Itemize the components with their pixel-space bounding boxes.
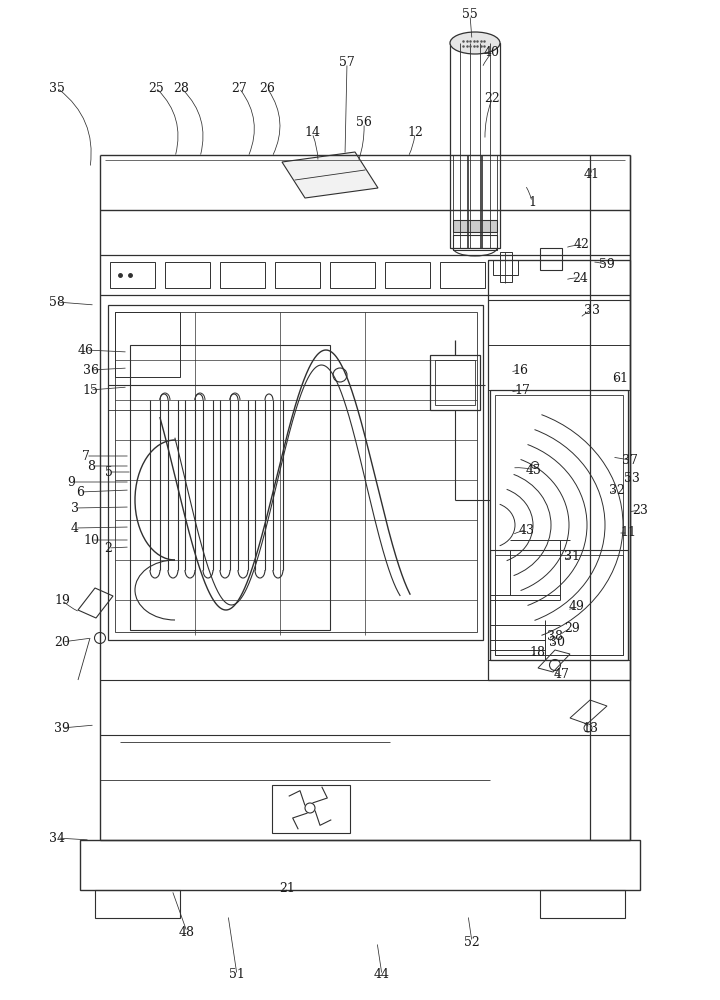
Polygon shape bbox=[282, 152, 378, 198]
Bar bbox=[165, 262, 210, 288]
Bar bbox=[495, 555, 623, 655]
Text: 18: 18 bbox=[529, 646, 545, 658]
Text: 46: 46 bbox=[78, 344, 94, 357]
Bar bbox=[430, 355, 480, 410]
Text: 51: 51 bbox=[229, 968, 245, 982]
Text: 20: 20 bbox=[54, 636, 70, 648]
Text: 10: 10 bbox=[83, 534, 99, 546]
Text: 33: 33 bbox=[584, 304, 600, 316]
Bar bbox=[330, 262, 375, 288]
Text: 55: 55 bbox=[462, 8, 478, 21]
Text: 3: 3 bbox=[71, 502, 79, 514]
Bar bbox=[490, 390, 628, 660]
Bar bbox=[450, 43, 500, 248]
Bar bbox=[272, 785, 350, 833]
Bar bbox=[540, 248, 562, 270]
Text: 36: 36 bbox=[83, 363, 99, 376]
Bar bbox=[275, 262, 320, 288]
Text: 8: 8 bbox=[87, 460, 95, 473]
Bar bbox=[500, 252, 512, 282]
Bar bbox=[453, 235, 497, 250]
Text: 19: 19 bbox=[54, 593, 70, 606]
Text: 48: 48 bbox=[179, 926, 195, 938]
Text: 49: 49 bbox=[569, 600, 585, 613]
Text: 25: 25 bbox=[148, 82, 164, 95]
Text: 27: 27 bbox=[231, 82, 247, 95]
Bar bbox=[110, 262, 155, 288]
Text: 2: 2 bbox=[104, 542, 112, 554]
Text: 47: 47 bbox=[554, 668, 570, 682]
Text: 39: 39 bbox=[54, 722, 70, 734]
Text: 44: 44 bbox=[374, 968, 390, 982]
Text: 43: 43 bbox=[519, 524, 535, 536]
Bar bbox=[220, 262, 265, 288]
Text: 35: 35 bbox=[49, 82, 65, 95]
Bar bbox=[495, 395, 623, 655]
Text: 37: 37 bbox=[622, 454, 638, 466]
Text: 38: 38 bbox=[547, 631, 563, 644]
Text: 6: 6 bbox=[76, 486, 84, 498]
Text: 4: 4 bbox=[71, 522, 79, 534]
Text: 13: 13 bbox=[582, 722, 598, 734]
Text: 16: 16 bbox=[512, 363, 528, 376]
Bar bbox=[115, 312, 180, 377]
Bar bbox=[108, 305, 483, 640]
Text: 17: 17 bbox=[514, 383, 530, 396]
Text: 24: 24 bbox=[572, 271, 588, 284]
Text: 28: 28 bbox=[173, 82, 189, 95]
Text: 57: 57 bbox=[339, 56, 355, 70]
Text: 11: 11 bbox=[620, 526, 636, 540]
Bar bbox=[440, 262, 485, 288]
Ellipse shape bbox=[450, 32, 500, 54]
Bar bbox=[80, 840, 640, 890]
Bar bbox=[490, 550, 628, 660]
Text: 30: 30 bbox=[549, 636, 565, 648]
Bar bbox=[540, 890, 625, 918]
Bar bbox=[453, 220, 497, 232]
Text: 40: 40 bbox=[484, 46, 500, 60]
Text: 23: 23 bbox=[632, 504, 648, 516]
Bar bbox=[435, 360, 475, 405]
Text: 1: 1 bbox=[528, 196, 536, 209]
Text: 41: 41 bbox=[584, 168, 600, 182]
Text: 22: 22 bbox=[484, 93, 500, 105]
Text: 12: 12 bbox=[407, 126, 423, 139]
Text: 45: 45 bbox=[526, 464, 542, 477]
Text: 34: 34 bbox=[49, 832, 65, 844]
Text: 32: 32 bbox=[609, 484, 625, 496]
Text: 59: 59 bbox=[599, 258, 615, 271]
Text: 56: 56 bbox=[356, 116, 372, 129]
Text: 7: 7 bbox=[82, 450, 90, 462]
Text: 21: 21 bbox=[279, 882, 295, 894]
Bar bbox=[130, 345, 330, 630]
Bar bbox=[488, 260, 630, 680]
Text: 52: 52 bbox=[464, 936, 480, 948]
Text: 58: 58 bbox=[49, 296, 65, 308]
Text: 15: 15 bbox=[82, 383, 98, 396]
Text: 42: 42 bbox=[574, 238, 590, 251]
Text: 5: 5 bbox=[105, 466, 113, 479]
Text: 14: 14 bbox=[304, 126, 320, 139]
Bar bbox=[115, 312, 477, 632]
Bar bbox=[493, 260, 518, 275]
Text: 31: 31 bbox=[564, 550, 580, 564]
Text: 29: 29 bbox=[564, 621, 580, 635]
Text: 53: 53 bbox=[624, 472, 640, 485]
Text: 61: 61 bbox=[612, 371, 628, 384]
Bar bbox=[385, 262, 430, 288]
Text: 26: 26 bbox=[259, 82, 275, 95]
Text: 9: 9 bbox=[67, 476, 75, 488]
Bar bbox=[95, 890, 180, 918]
